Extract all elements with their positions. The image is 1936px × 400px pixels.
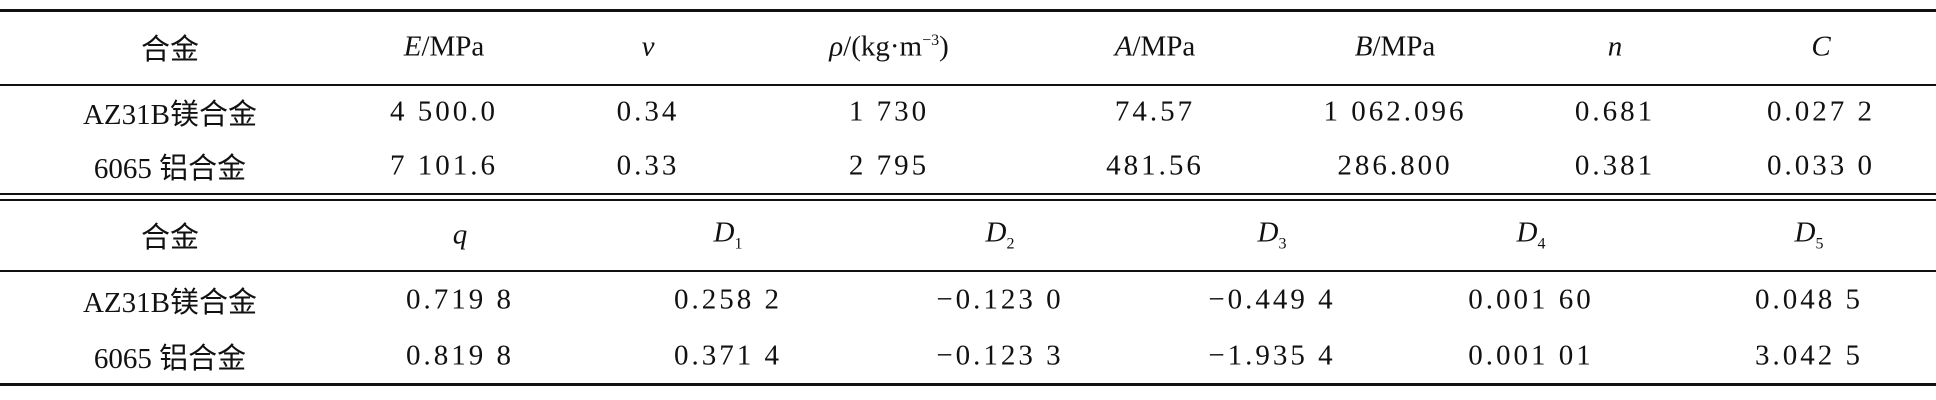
- value-cell: 0.027 2: [1767, 95, 1875, 128]
- header-text: /(kg·m: [843, 30, 923, 63]
- value-cell: 0.33: [616, 149, 680, 182]
- value-cell: 74.57: [1114, 95, 1196, 128]
- header-cell: D4: [1517, 217, 1546, 254]
- value-cell: −0.123 0: [936, 283, 1064, 316]
- value-cell: 1 062.096: [1323, 95, 1467, 128]
- header-italic: A: [1114, 30, 1133, 63]
- header-text: /MPa: [1132, 30, 1196, 63]
- header-italic: ρ: [829, 30, 844, 63]
- header-italic: B: [1354, 30, 1373, 63]
- header-rule: [0, 270, 1936, 272]
- header-cell: 合金: [140, 222, 200, 254]
- value-cell: 0.001 01: [1468, 339, 1594, 372]
- header-italic: q: [452, 218, 468, 251]
- header-rule: [0, 84, 1936, 86]
- alloy-name: 6065 铝合金: [93, 343, 247, 375]
- value-cell: 0.371 4: [674, 339, 782, 372]
- value-cell: 0.34: [616, 95, 680, 128]
- header-cell: ρ/(kg·m−3): [829, 31, 949, 64]
- alloy-name: AZ31B镁合金: [82, 99, 258, 131]
- header-italic: ν: [641, 30, 655, 63]
- header-cell: D3: [1258, 217, 1287, 254]
- header-italic: D: [713, 216, 735, 249]
- header-sup: −3: [922, 31, 940, 49]
- header-text: /MPa: [1372, 30, 1436, 63]
- value-cell: 0.719 8: [406, 283, 514, 316]
- header-sub: 1: [734, 235, 743, 253]
- value-cell: 0.001 60: [1468, 283, 1594, 316]
- value-cell: 286.800: [1337, 149, 1453, 182]
- value-cell: 1 730: [848, 95, 930, 128]
- header-sub: 4: [1537, 235, 1546, 253]
- header-end: ): [939, 30, 949, 63]
- header-cell: E/MPa: [404, 31, 485, 64]
- value-cell: 481.56: [1106, 149, 1204, 182]
- value-cell: 0.048 5: [1755, 283, 1863, 316]
- header-italic: E: [403, 30, 422, 63]
- header-italic: D: [1257, 216, 1279, 249]
- value-cell: −1.935 4: [1208, 339, 1336, 372]
- value-cell: 2 795: [848, 149, 930, 182]
- header-cell: D5: [1795, 217, 1824, 254]
- top-rule: [0, 9, 1936, 12]
- header-cell: C: [1811, 31, 1830, 64]
- value-cell: 0.819 8: [406, 339, 514, 372]
- header-cell: A/MPa: [1115, 31, 1196, 64]
- header-cell: D2: [986, 217, 1015, 254]
- header-cell: B/MPa: [1355, 31, 1436, 64]
- header-sub: 2: [1006, 235, 1015, 253]
- bottom-rule: [0, 383, 1936, 386]
- header-cell: D1: [714, 217, 743, 254]
- value-cell: −0.123 3: [936, 339, 1064, 372]
- header-cell: 合金: [140, 34, 200, 66]
- header-italic: n: [1607, 30, 1623, 63]
- value-cell: 7 101.6: [390, 149, 498, 182]
- value-cell: 0.033 0: [1767, 149, 1875, 182]
- value-cell: 0.258 2: [674, 283, 782, 316]
- value-cell: −0.449 4: [1208, 283, 1336, 316]
- header-italic: D: [1794, 216, 1816, 249]
- header-text: /MPa: [421, 30, 485, 63]
- value-cell: 4 500.0: [390, 95, 498, 128]
- header-italic: C: [1811, 30, 1831, 63]
- value-cell: 3.042 5: [1755, 339, 1863, 372]
- header-italic: D: [985, 216, 1007, 249]
- alloy-name: 6065 铝合金: [93, 153, 247, 185]
- header-cell: ν: [642, 31, 655, 64]
- double-rule: [0, 199, 1936, 201]
- alloy-name: AZ31B镁合金: [82, 287, 258, 319]
- header-sub: 3: [1278, 235, 1287, 253]
- value-cell: 0.381: [1574, 149, 1656, 182]
- header-sub: 5: [1815, 235, 1824, 253]
- header-cell: q: [453, 219, 468, 252]
- header-italic: D: [1516, 216, 1538, 249]
- value-cell: 0.681: [1574, 95, 1656, 128]
- header-cell: n: [1608, 31, 1623, 64]
- double-rule: [0, 193, 1936, 195]
